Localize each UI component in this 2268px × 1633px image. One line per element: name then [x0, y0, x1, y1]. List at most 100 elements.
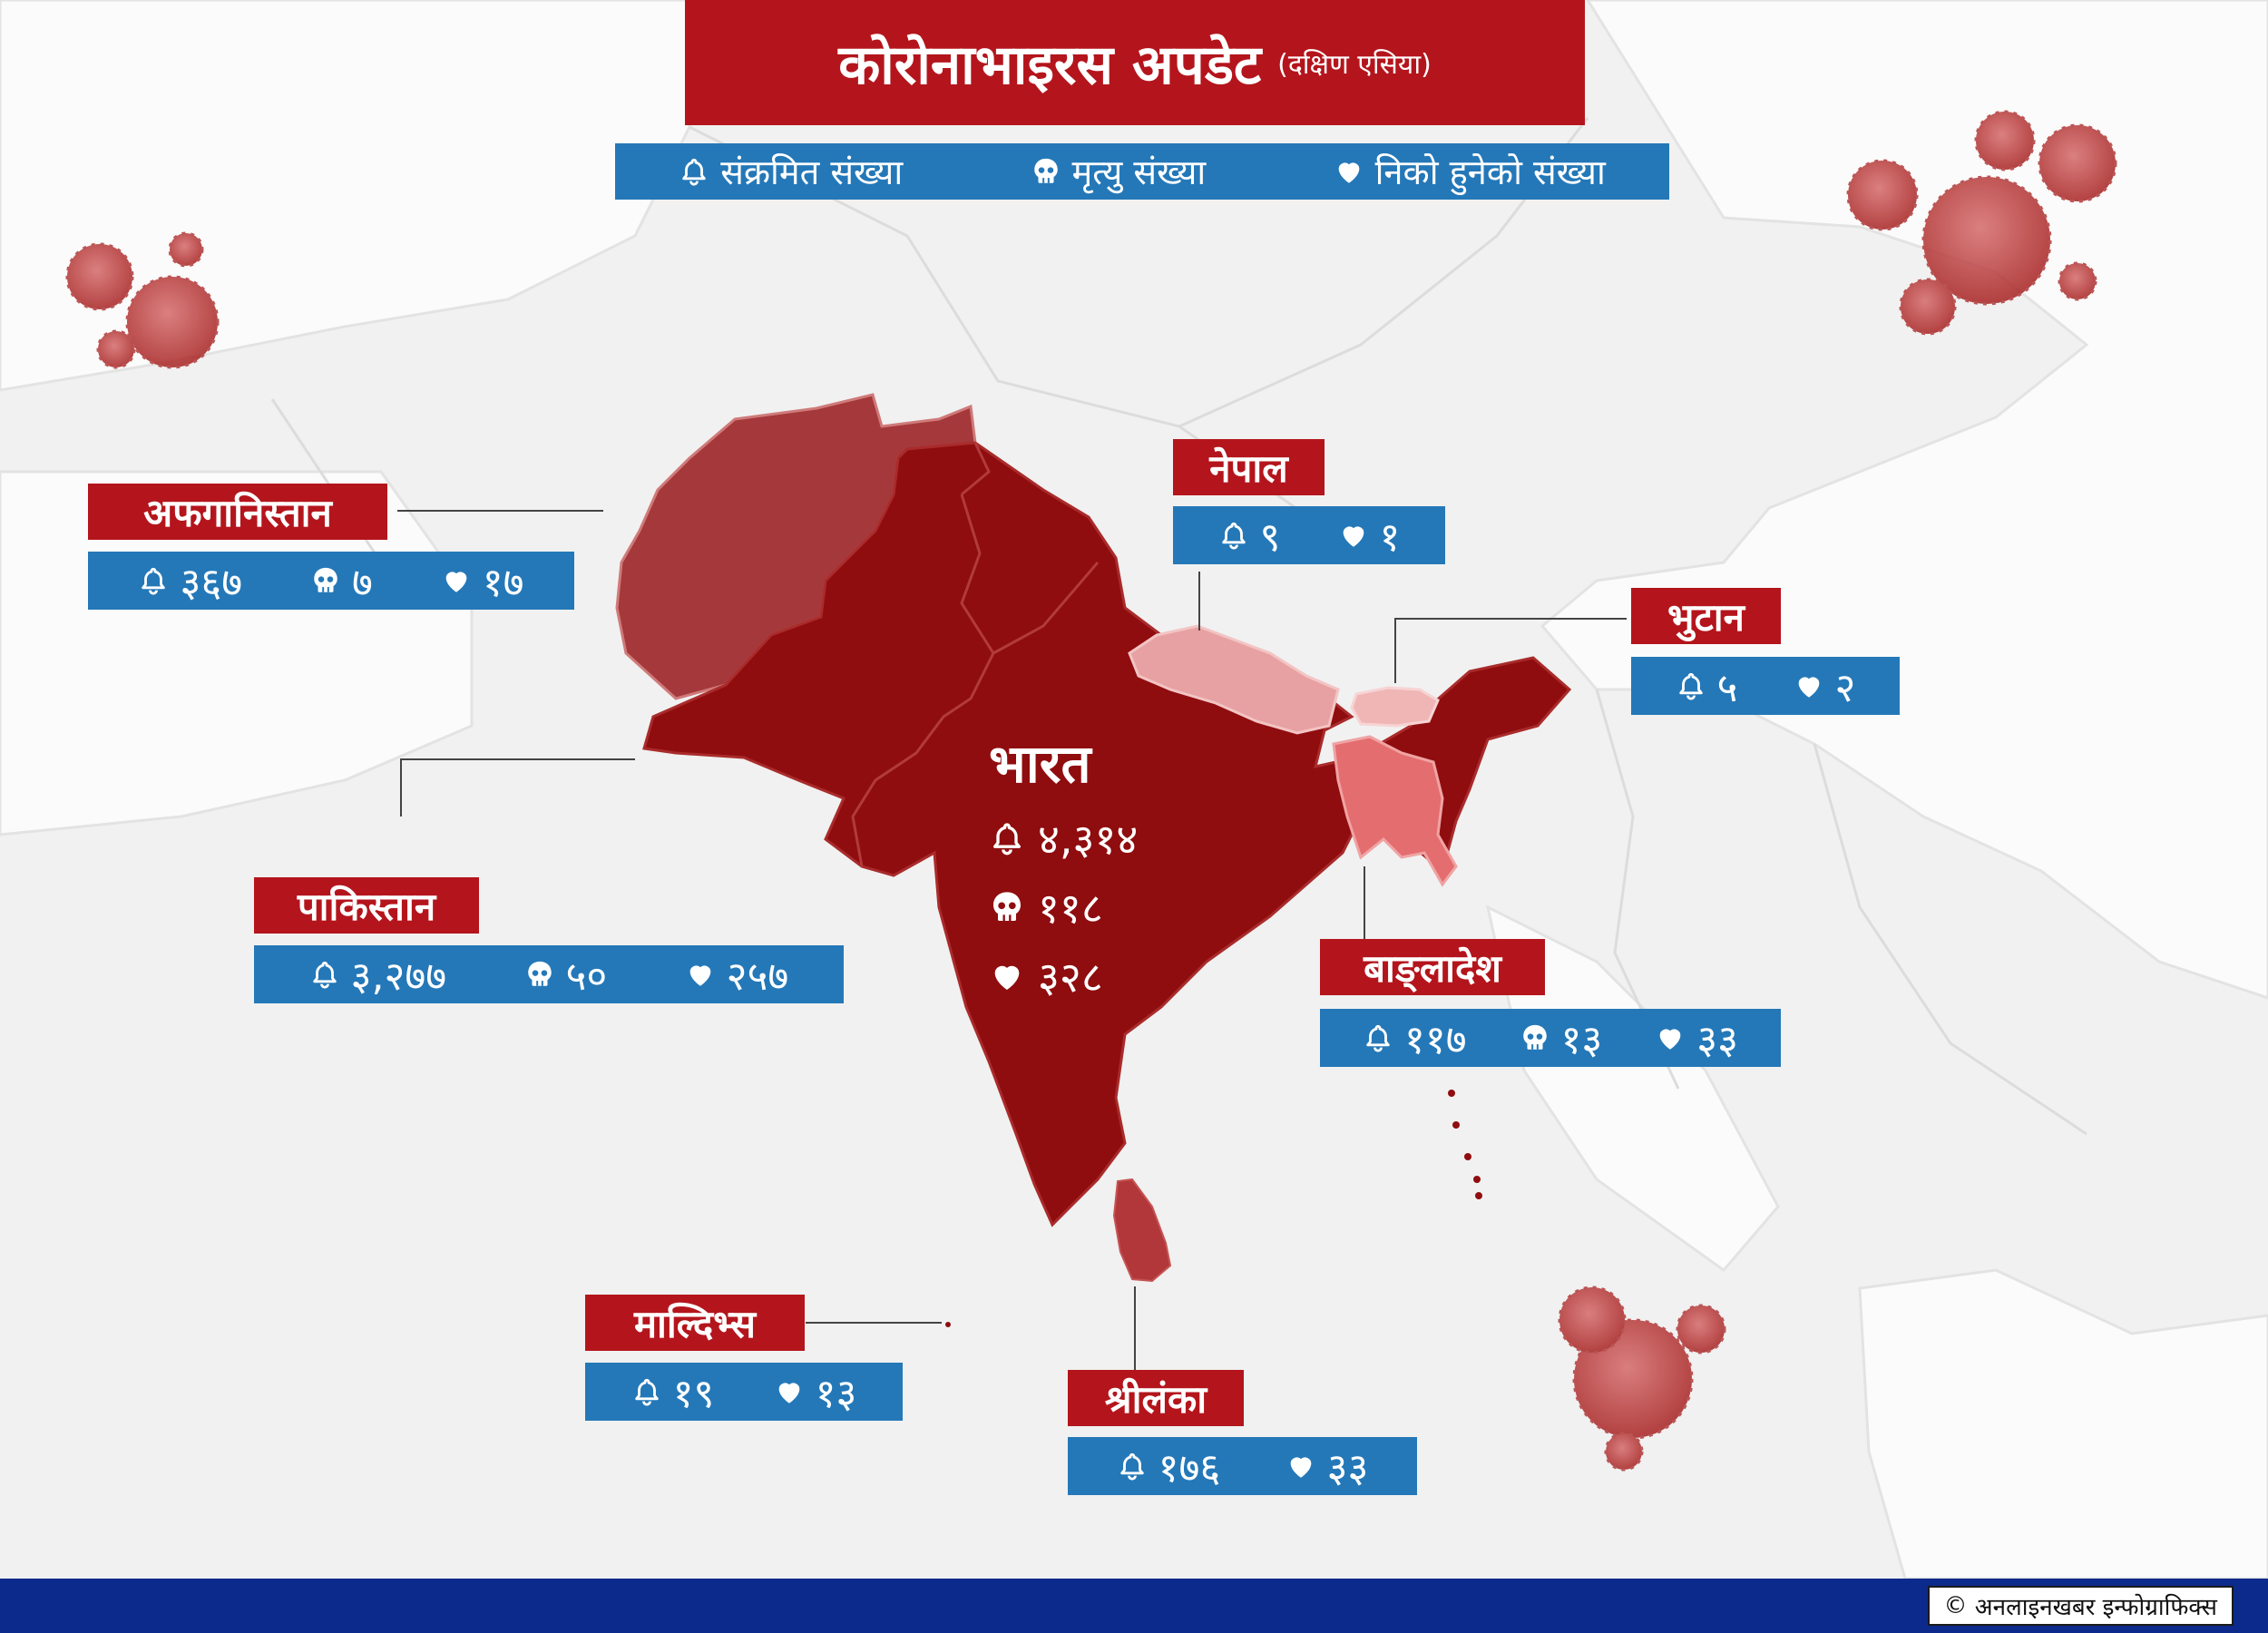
india-name: भारत — [989, 733, 1091, 795]
bangladesh-deaths: १३ — [1520, 1011, 1603, 1065]
afghanistan-stats: ३६७ ७ १७ — [88, 552, 574, 610]
afghanistan-deaths: ७ — [310, 553, 373, 608]
bell-icon — [989, 820, 1025, 856]
skull-icon — [524, 959, 555, 990]
bell-icon — [1363, 1022, 1393, 1053]
maldives-infected-value: १९ — [672, 1371, 715, 1417]
nepal-name: नेपाल — [1173, 439, 1325, 495]
sri-lanka-infected-value: १७६ — [1158, 1445, 1221, 1491]
india-pakistan-shape — [642, 441, 1572, 1227]
maldives-stats: १९ १३ — [585, 1363, 903, 1421]
skull-icon — [310, 565, 341, 596]
legend-recovered-label: निको हुनेको संख्या — [1374, 152, 1606, 192]
sri-lanka-shape — [1112, 1178, 1172, 1283]
india-recovered-value: ३२८ — [1038, 953, 1103, 1002]
bell-icon — [1218, 520, 1249, 551]
bell-icon — [1676, 670, 1706, 701]
legend-deaths: मृत्यु संख्या — [1031, 148, 1207, 195]
bangladesh-recovered: ३३ — [1655, 1011, 1738, 1065]
sri-lanka-recovered: ३३ — [1286, 1439, 1369, 1493]
skull-icon — [989, 889, 1025, 925]
heart-icon — [1794, 670, 1824, 701]
bhutan-infected: ५ — [1676, 659, 1738, 713]
pakistan-recovered-value: २५७ — [726, 953, 789, 1000]
pakistan-name: पाकिस्तान — [254, 877, 479, 934]
nepal-recovered: १ — [1338, 508, 1401, 562]
maldives-name: माल्दिभ्स — [585, 1295, 805, 1351]
pakistan-infected: ३,२७७ — [309, 947, 447, 1002]
credit-badge: © अनलाइनखबर इन्फोग्राफिक्स — [1927, 1586, 2234, 1626]
bangladesh-infected: ११७ — [1363, 1011, 1467, 1065]
pakistan-deaths-value: ५० — [565, 953, 608, 1000]
sri-lanka-recovered-value: ३३ — [1326, 1445, 1369, 1491]
afghanistan-name: अफगानिस्तान — [88, 484, 387, 540]
bell-icon — [631, 1376, 662, 1407]
india-label: भारत ४,३१४ ११८ ३२८ — [989, 726, 1138, 1004]
sri-lanka-stats: १७६ ३३ — [1068, 1437, 1417, 1495]
india-deaths: ११८ — [989, 879, 1138, 935]
nepal-infected: ९ — [1218, 508, 1281, 562]
nepal-recovered-value: १ — [1379, 514, 1401, 561]
legend-bar: संक्रमित संख्या मृत्यु संख्या निको हुनेक… — [615, 143, 1669, 200]
pakistan-recovered: २५७ — [685, 947, 789, 1002]
legend-infected: संक्रमित संख्या — [679, 148, 903, 195]
afghanistan-infected-value: ३६७ — [180, 560, 243, 606]
bhutan-stats: ५ २ — [1631, 657, 1900, 715]
virus-decoration — [65, 110, 2117, 1472]
bell-icon — [679, 156, 709, 187]
heart-icon — [1338, 520, 1369, 551]
bhutan-name: भुटान — [1631, 588, 1781, 644]
bhutan-infected-value: ५ — [1716, 665, 1738, 711]
maldives-recovered: १३ — [774, 1364, 856, 1419]
bhutan-shape — [1350, 686, 1440, 728]
bangladesh-name: बाङ्लादेश — [1320, 939, 1545, 995]
bangladesh-shape — [1332, 735, 1458, 887]
maldives-infected: १९ — [631, 1364, 715, 1419]
pakistan-infected-value: ३,२७७ — [350, 953, 447, 1000]
heart-icon — [1655, 1022, 1686, 1053]
islands — [945, 1090, 1482, 1327]
bell-icon — [138, 565, 169, 596]
heart-icon — [1286, 1451, 1316, 1481]
internal-borders — [851, 442, 1100, 867]
footer-bar: © अनलाइनखबर इन्फोग्राफिक्स — [0, 1579, 2268, 1633]
legend-infected-label: संक्रमित संख्या — [720, 152, 904, 192]
bell-icon — [1117, 1451, 1148, 1481]
afghanistan-recovered: १७ — [441, 553, 524, 608]
nepal-infected-value: ९ — [1259, 514, 1281, 561]
connector-lines — [397, 510, 1627, 1370]
nepal-stats: ९ १ — [1173, 506, 1445, 564]
heart-icon — [441, 565, 472, 596]
bhutan-recovered-value: २ — [1834, 665, 1856, 711]
heart-icon — [774, 1376, 805, 1407]
india-recovered: ३२८ — [989, 948, 1138, 1004]
sri-lanka-name: श्रीलंका — [1068, 1370, 1244, 1426]
bangladesh-infected-value: ११७ — [1403, 1017, 1467, 1063]
copyright-icon: © — [1943, 1592, 1975, 1619]
legend-deaths-label: मृत्यु संख्या — [1071, 152, 1207, 192]
afghanistan-recovered-value: १७ — [482, 560, 524, 606]
india-infected: ४,३१४ — [989, 810, 1138, 866]
legend-recovered: निको हुनेको संख्या — [1334, 148, 1606, 195]
credit-text: अनलाइनखबर इन्फोग्राफिक्स — [1974, 1594, 2217, 1621]
pakistan-deaths: ५० — [524, 947, 608, 1002]
bell-icon — [309, 959, 340, 990]
skull-icon — [1031, 156, 1061, 187]
afghanistan-deaths-value: ७ — [351, 560, 373, 606]
india-deaths-value: ११८ — [1038, 884, 1103, 933]
page-subtitle: (दक्षिण एसिया) — [1277, 48, 1432, 81]
heart-icon — [685, 959, 716, 990]
bhutan-recovered: २ — [1794, 659, 1856, 713]
nepal-shape — [1128, 624, 1340, 735]
bangladesh-recovered-value: ३३ — [1696, 1017, 1739, 1063]
heart-icon — [1334, 156, 1364, 187]
page-title: कोरोनाभाइरस अपडेट — [838, 34, 1262, 97]
pakistan-stats: ३,२७७ ५० २५७ — [254, 945, 844, 1003]
bangladesh-deaths-value: १३ — [1560, 1017, 1603, 1063]
skull-icon — [1520, 1022, 1550, 1053]
heart-icon — [989, 958, 1025, 994]
title-banner: कोरोनाभाइरस अपडेट (दक्षिण एसिया) — [685, 0, 1585, 125]
india-infected-value: ४,३१४ — [1038, 815, 1139, 864]
afghanistan-infected: ३६७ — [138, 553, 242, 608]
sri-lanka-infected: १७६ — [1117, 1439, 1221, 1493]
